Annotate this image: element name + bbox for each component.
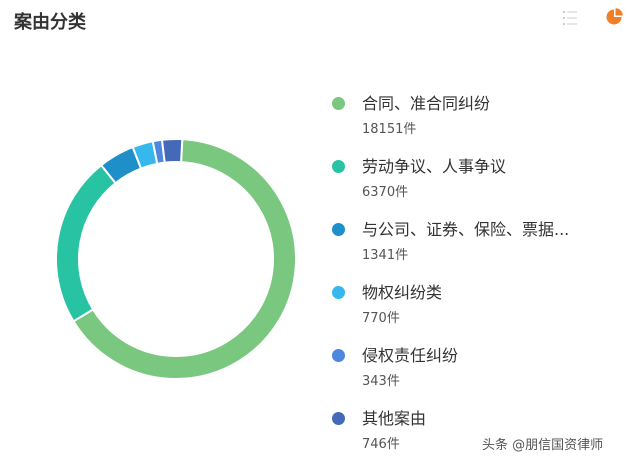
legend-item-company[interactable]: 与公司、证券、保险、票据... 1341件 [330,214,630,277]
legend-dot-tort [332,349,345,362]
legend-item-tort[interactable]: 侵权责任纠纷 343件 [330,340,630,403]
legend-dot-property [332,286,345,299]
legend-label-labor: 劳动争议、人事争议 [362,157,507,176]
donut-slice-labor[interactable] [55,163,117,323]
legend-count-tort: 343件 [362,374,400,389]
legend-count-property: 770件 [362,311,400,326]
page-title: 案由分类 [14,12,86,33]
legend-dot-other [332,412,345,425]
legend: 合同、准合同纠纷 18151件 劳动争议、人事争议 6370件 与公司、证券、保… [330,88,630,466]
legend-count-other: 746件 [362,437,400,452]
list-icon[interactable] [560,8,580,28]
legend-label-other: 其他案由 [362,409,427,428]
legend-item-contract[interactable]: 合同、准合同纠纷 18151件 [330,88,630,151]
legend-count-labor: 6370件 [362,185,409,200]
legend-count-company: 1341件 [362,248,409,263]
legend-dot-company [332,223,345,236]
legend-item-labor[interactable]: 劳动争议、人事争议 6370件 [330,151,630,214]
legend-dot-labor [332,160,345,173]
pie-chart-icon[interactable] [604,6,624,26]
legend-label-contract: 合同、准合同纠纷 [362,94,491,113]
watermark: 头条 @朋信国资律师 [482,438,604,453]
donut-slice-contract[interactable] [72,138,297,380]
legend-item-other[interactable]: 其他案由 746件 [330,403,630,466]
legend-label-tort: 侵权责任纠纷 [362,346,459,365]
legend-item-property[interactable]: 物权纠纷类 770件 [330,277,630,340]
legend-count-contract: 18151件 [362,122,417,137]
donut-chart [55,138,297,380]
legend-label-company: 与公司、证券、保险、票据... [362,220,570,239]
donut-slice-other[interactable] [160,138,184,164]
legend-dot-contract [332,97,345,110]
legend-label-property: 物权纠纷类 [362,283,443,302]
